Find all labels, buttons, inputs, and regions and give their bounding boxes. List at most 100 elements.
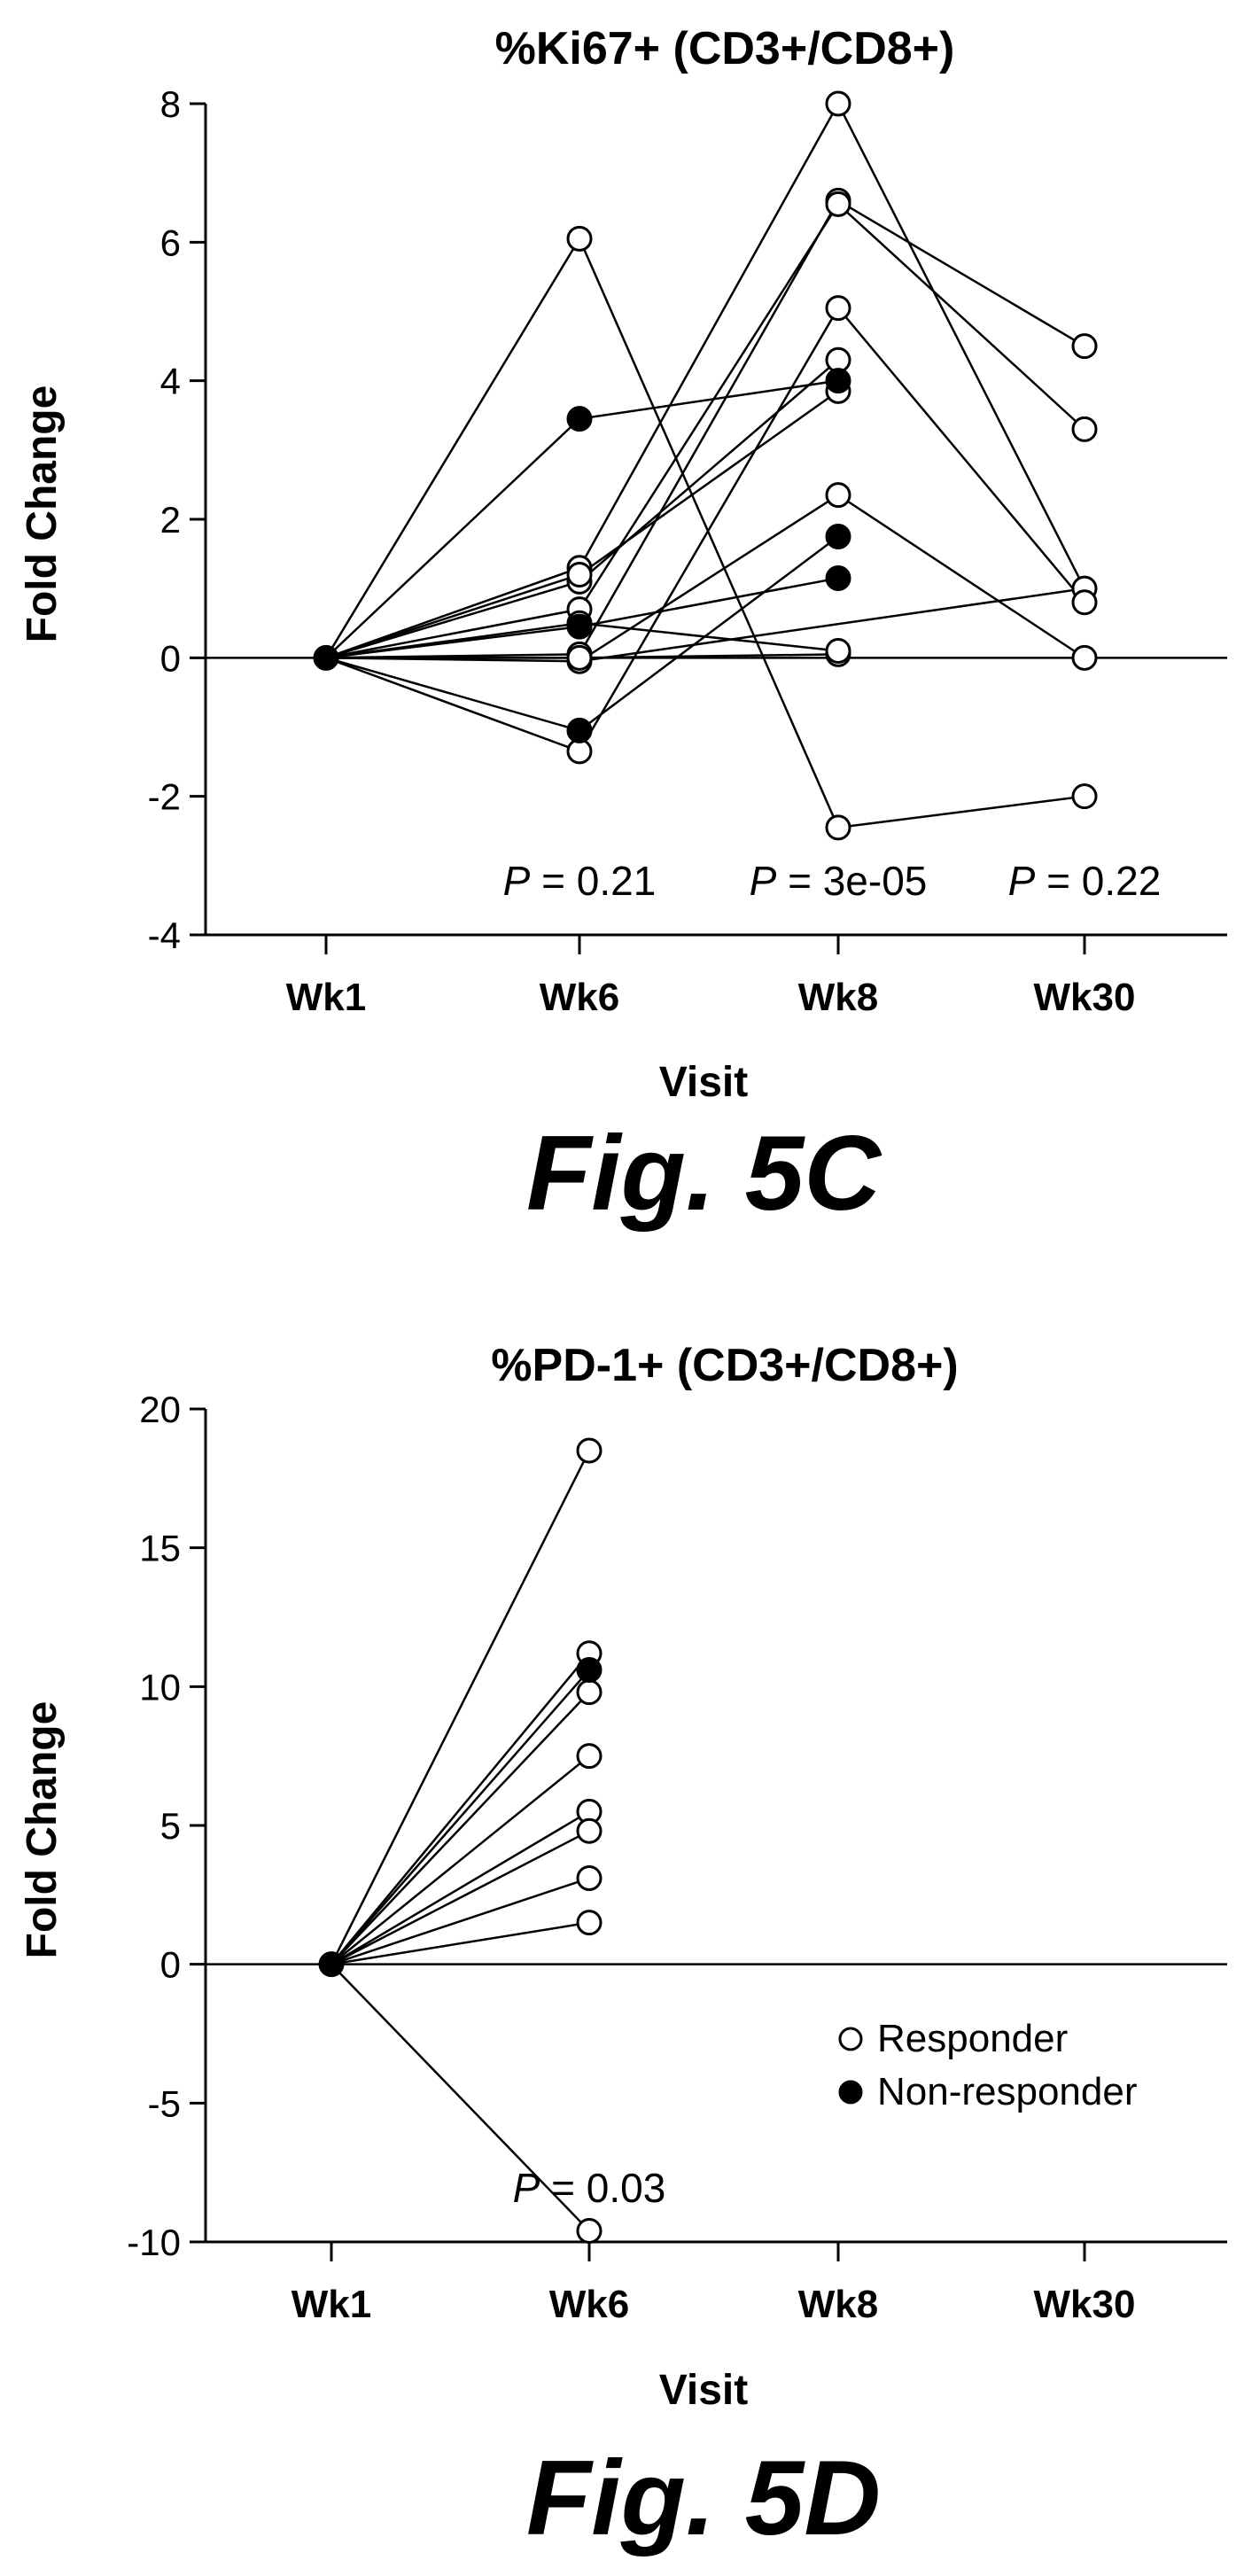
- responder-point: [825, 90, 851, 117]
- p-label: P: [750, 858, 777, 904]
- responder-series-line: [325, 306, 1085, 753]
- p-value: = 0.22: [1035, 858, 1161, 904]
- responder-series-line: [330, 1691, 590, 1965]
- x-axis-label: Visit: [659, 2367, 749, 2414]
- legend: Responder Non-responder: [838, 2017, 1138, 2113]
- responder-point: [1071, 333, 1098, 360]
- p-value-annotations: P = 0.03: [513, 2165, 666, 2211]
- responder-point: [576, 1910, 603, 1936]
- responder-point: [566, 644, 593, 671]
- responder-series-line: [330, 1450, 591, 1965]
- x-tick-label: Wk30: [1034, 976, 1136, 1019]
- responder-point: [566, 225, 593, 252]
- responder-series-line: [325, 198, 1085, 659]
- p-value: = 3e-05: [776, 858, 927, 904]
- responder-point: [825, 191, 851, 217]
- responder-point: [825, 814, 851, 841]
- responder-series-line: [325, 494, 1085, 663]
- y-tick-label: 20: [139, 1389, 181, 1430]
- responder-point: [566, 562, 593, 588]
- responder-series-line: [330, 1877, 590, 1965]
- responder-point: [1071, 589, 1098, 616]
- y-axis-label: Fold Change: [19, 385, 66, 643]
- data-points: [318, 1437, 603, 2244]
- p-value-annotation: P = 0.22: [1008, 858, 1162, 904]
- chart-fig-5c: %Ki67+ (CD3+/CD8+) Fold Change Visit -4-…: [19, 23, 1227, 1233]
- series-lines: [324, 101, 1086, 829]
- responder-series-line: [324, 236, 1085, 829]
- y-tick-label: 4: [160, 361, 181, 402]
- p-value: = 0.21: [530, 858, 656, 904]
- x-tick-label: Wk6: [540, 976, 619, 1019]
- y-axis-label: Fold Change: [19, 1701, 66, 1959]
- responder-point: [1071, 416, 1098, 442]
- data-points: [313, 90, 1098, 841]
- responder-series-line: [330, 1652, 590, 1965]
- y-tick-label: 0: [160, 1944, 181, 1986]
- responder-series-line: [325, 101, 1086, 659]
- p-value-annotation: P = 0.03: [513, 2165, 666, 2211]
- responder-point: [825, 482, 851, 509]
- p-value: = 0.03: [540, 2165, 665, 2211]
- p-label: P: [503, 858, 531, 904]
- x-tick-label: Wk1: [286, 976, 366, 1019]
- chart-title: %PD-1+ (CD3+/CD8+): [491, 1340, 958, 1391]
- non-responder-series-line: [330, 1669, 590, 1965]
- x-tick-label: Wk1: [292, 2283, 371, 2326]
- responder-point: [576, 1679, 603, 1706]
- figure-caption: Fig. 5C: [526, 1114, 882, 1233]
- non-responder-point: [566, 717, 593, 743]
- y-tick-label: -10: [127, 2222, 181, 2263]
- chart-title: %Ki67+ (CD3+/CD8+): [495, 23, 955, 74]
- non-responder-point: [566, 406, 593, 432]
- x-tick-label: Wk8: [798, 2283, 878, 2326]
- responder-series-line: [330, 1830, 590, 1965]
- responder-series-line: [330, 1963, 590, 2232]
- responder-series-line: [330, 1921, 590, 1965]
- legend-marker-responder: [838, 2027, 863, 2051]
- responder-point: [1071, 783, 1098, 810]
- y-tick-label: 15: [139, 1528, 181, 1569]
- p-label: P: [1008, 858, 1036, 904]
- responder-point: [576, 1743, 603, 1770]
- responder-point: [576, 1437, 603, 1464]
- responder-series-line: [330, 1755, 590, 1965]
- non-responder-point: [825, 564, 851, 591]
- p-value-annotation: P = 0.21: [503, 858, 657, 904]
- y-tick-label: 6: [160, 222, 181, 263]
- y-tick-label: 8: [160, 83, 181, 125]
- y-tick-label: -2: [148, 776, 181, 818]
- responder-series-line: [325, 202, 1085, 659]
- p-label: P: [513, 2165, 540, 2211]
- y-tick-label: -4: [148, 914, 181, 956]
- x-tick-label: Wk8: [798, 976, 878, 1019]
- x-axis-label: Visit: [659, 1059, 749, 1106]
- non-responder-point: [825, 368, 851, 394]
- legend-marker-non-responder: [838, 2080, 863, 2105]
- responder-point: [825, 295, 851, 322]
- responder-point: [576, 1865, 603, 1892]
- series-link-line: [579, 587, 1085, 663]
- non-responder-point: [566, 613, 593, 640]
- y-tick-label: 2: [160, 499, 181, 541]
- x-tick-label: Wk6: [549, 2283, 629, 2326]
- responder-point: [825, 638, 851, 665]
- y-tick-label: 5: [160, 1805, 181, 1847]
- figure-caption: Fig. 5D: [526, 2439, 881, 2557]
- responder-series-line: [330, 1810, 590, 1965]
- chart-fig-5d: %PD-1+ (CD3+/CD8+) Fold Change Visit -10…: [19, 1340, 1227, 2557]
- baseline-point: [318, 1951, 345, 1978]
- x-tick-label: Wk30: [1034, 2283, 1136, 2326]
- responder-point: [576, 1817, 603, 1844]
- axes: -4 -2 0 2 4 6 8 Wk1 Wk6 Wk8 Wk30: [148, 83, 1227, 1019]
- legend-label: Responder: [877, 2017, 1068, 2060]
- non-responder-point: [576, 1657, 603, 1684]
- series-lines: [330, 1450, 591, 2232]
- responder-point: [1071, 644, 1098, 671]
- responder-point: [576, 2217, 603, 2244]
- p-value-annotations: P = 0.21 P = 3e-05 P = 0.22: [503, 858, 1162, 904]
- p-value-annotation: P = 3e-05: [750, 858, 928, 904]
- legend-label: Non-responder: [877, 2070, 1138, 2113]
- y-tick-label: 0: [160, 637, 181, 679]
